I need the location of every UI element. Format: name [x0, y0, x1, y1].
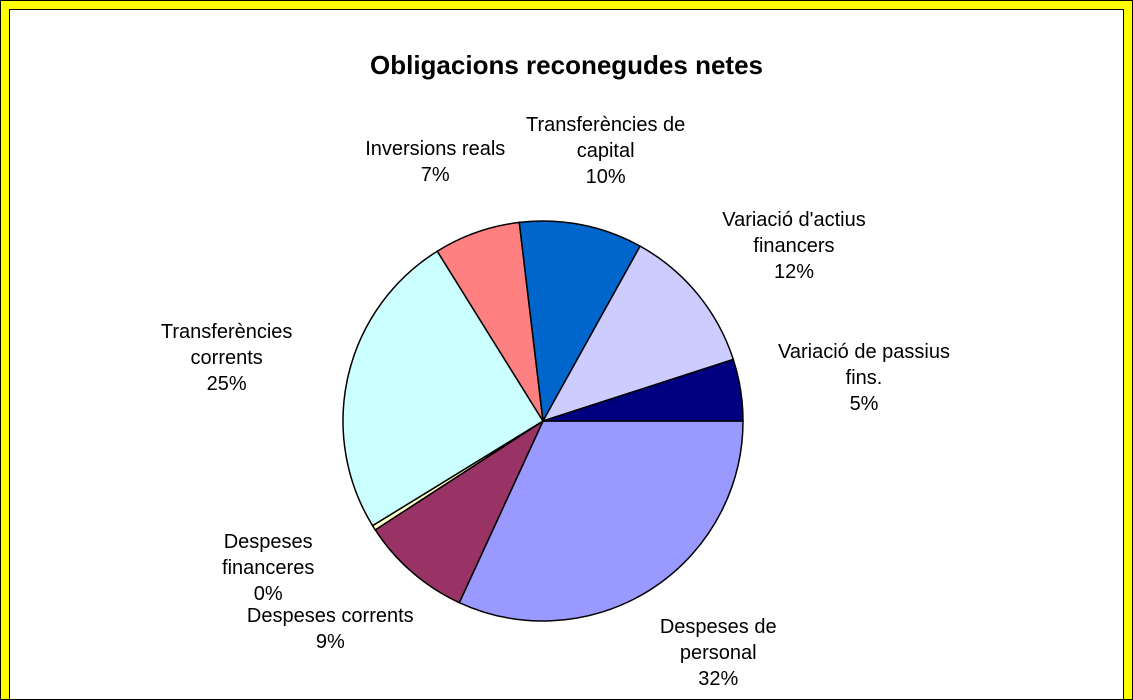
slice-label: Inversions reals 7%	[345, 136, 525, 188]
slice-label: Transferències de capital 10%	[516, 112, 696, 190]
value-label: 5%	[849, 393, 879, 416]
value-label: 25%	[206, 372, 247, 395]
value-label: 32%	[698, 667, 739, 690]
slice-label: Despeses financeres 0%	[178, 529, 358, 607]
slice-label: Variació de passius fins. 5%	[774, 339, 954, 417]
value-label: 10%	[585, 166, 626, 189]
value-label: 7%	[420, 163, 450, 186]
pie-slice	[374, 418, 545, 604]
pie-slice	[458, 420, 744, 622]
chart-title: Obligacions reconegudes netes	[370, 50, 763, 80]
category-label: Transferències de capital	[525, 114, 686, 163]
slice-label: Variació d'actius financers 12%	[704, 207, 884, 285]
slice-label: Transferències corrents 25%	[137, 319, 317, 397]
value-label: 0%	[253, 582, 283, 605]
category-label: Despeses de personal	[659, 615, 777, 664]
slice-label: Despeses de personal 32%	[628, 614, 808, 692]
category-label: Variació d'actius financers	[722, 209, 866, 258]
pie-slice	[542, 358, 744, 422]
category-label: Despeses financeres	[222, 530, 315, 579]
pie-slice	[541, 245, 735, 423]
category-label: Transferències corrents	[160, 320, 293, 369]
category-label: Variació de passius fins.	[778, 341, 950, 390]
value-label: 9%	[315, 630, 345, 653]
category-label: Inversions reals	[365, 137, 506, 160]
category-label: Despeses corrents	[246, 604, 414, 627]
slice-label: Despeses corrents 9%	[240, 603, 420, 655]
pie-slice	[342, 250, 545, 527]
value-label: 12%	[773, 261, 814, 284]
pie-slice	[518, 220, 642, 424]
